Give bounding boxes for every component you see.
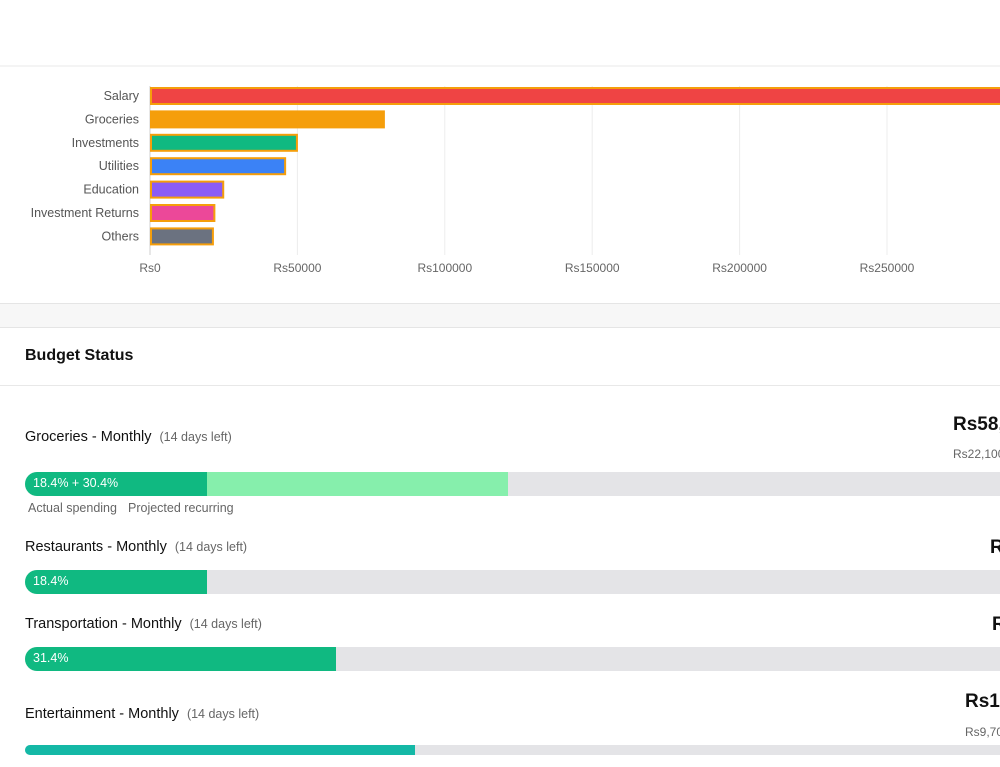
budget-item-restaurants-name[interactable]: Restaurants - Monthly (14 days left) — [25, 539, 247, 555]
actual-spending-fill — [25, 472, 208, 496]
x-tick-label: Rs150000 — [565, 261, 620, 275]
actual-spending-fill — [25, 570, 208, 594]
x-tick-label: Rs50000 — [273, 261, 321, 275]
bar-salary[interactable] — [150, 87, 1000, 105]
budget-progress-transportation: 31.4% — [25, 647, 1000, 671]
category-label: Others — [101, 229, 139, 243]
budget-progress-entertainment — [25, 745, 1000, 755]
budget-item-transportation-amount: R — [992, 614, 1000, 635]
expense-chart-card — [0, 0, 1000, 304]
x-tick-label: Rs250000 — [860, 261, 915, 275]
category-label: Salary — [104, 89, 140, 103]
bar-education[interactable] — [150, 180, 225, 199]
budget-status-card — [0, 327, 1000, 767]
days-left-label: (14 days left) — [174, 540, 248, 554]
budget-item-entertainment-amount: Rs12 — [965, 691, 1000, 712]
x-tick-label: Rs100000 — [417, 261, 472, 275]
budget-item-label: Groceries - Monthly — [25, 429, 152, 445]
x-tick-label: Rs200000 — [712, 261, 767, 275]
legend-projected-recurring: Projected recurring — [128, 501, 234, 515]
category-label: Investment Returns — [31, 206, 139, 220]
days-left-label: (14 days left) — [189, 617, 262, 631]
days-left-label: (14 days left) — [186, 707, 260, 721]
category-label: Education — [83, 183, 139, 197]
bar-investment-returns[interactable] — [150, 204, 216, 222]
projected-recurring-fill — [207, 472, 509, 496]
budget-item-entertainment-sub-amount: Rs9,70 — [965, 725, 1000, 739]
budget-item-groceries-amount: Rs58, — [953, 414, 1000, 435]
actual-spending-fill — [25, 647, 336, 671]
budget-item-label: Restaurants - Monthly — [25, 539, 167, 555]
budget-item-transportation-name[interactable]: Transportation - Monthly (14 days left) — [25, 616, 262, 632]
progress-label: 18.4% — [33, 574, 69, 588]
progress-label: 18.4% + 30.4% — [33, 476, 119, 490]
legend-actual-spending: Actual spending — [28, 501, 117, 515]
category-label: Utilities — [99, 159, 139, 173]
bar-utilities[interactable] — [150, 157, 287, 176]
budget-progress-groceries: 18.4% + 30.4% — [25, 472, 1000, 496]
budget-status-title: Budget Status — [25, 347, 134, 364]
budget-item-restaurants-amount: R — [990, 537, 1000, 558]
bar-others[interactable] — [150, 227, 214, 246]
x-tick-label: Rs0 — [139, 261, 161, 275]
progress-label: 31.4% — [33, 651, 69, 665]
budget-item-label: Transportation - Monthly — [25, 616, 182, 632]
category-label: Groceries — [85, 112, 139, 126]
category-label: Investments — [72, 136, 139, 150]
budget-item-entertainment-name[interactable]: Entertainment - Monthly (14 days left) — [25, 706, 259, 722]
budget-item-label: Entertainment - Monthly — [25, 706, 179, 722]
days-left-label: (14 days left) — [159, 430, 232, 444]
budget-progress-restaurants: 18.4% — [25, 570, 1000, 594]
budget-header-divider — [0, 385, 1000, 386]
bar-groceries[interactable] — [150, 110, 385, 129]
category-bar-chart: Rs0 Rs50000 Rs100000 Rs150000 Rs200000 Rs2500… — [0, 65, 1000, 275]
budget-item-groceries-sub-amount: Rs22,100 — [953, 447, 1000, 461]
actual-spending-fill — [25, 745, 415, 755]
bar-investments[interactable] — [150, 133, 298, 152]
budget-item-groceries-name[interactable]: Groceries - Monthly (14 days left) — [25, 429, 232, 445]
